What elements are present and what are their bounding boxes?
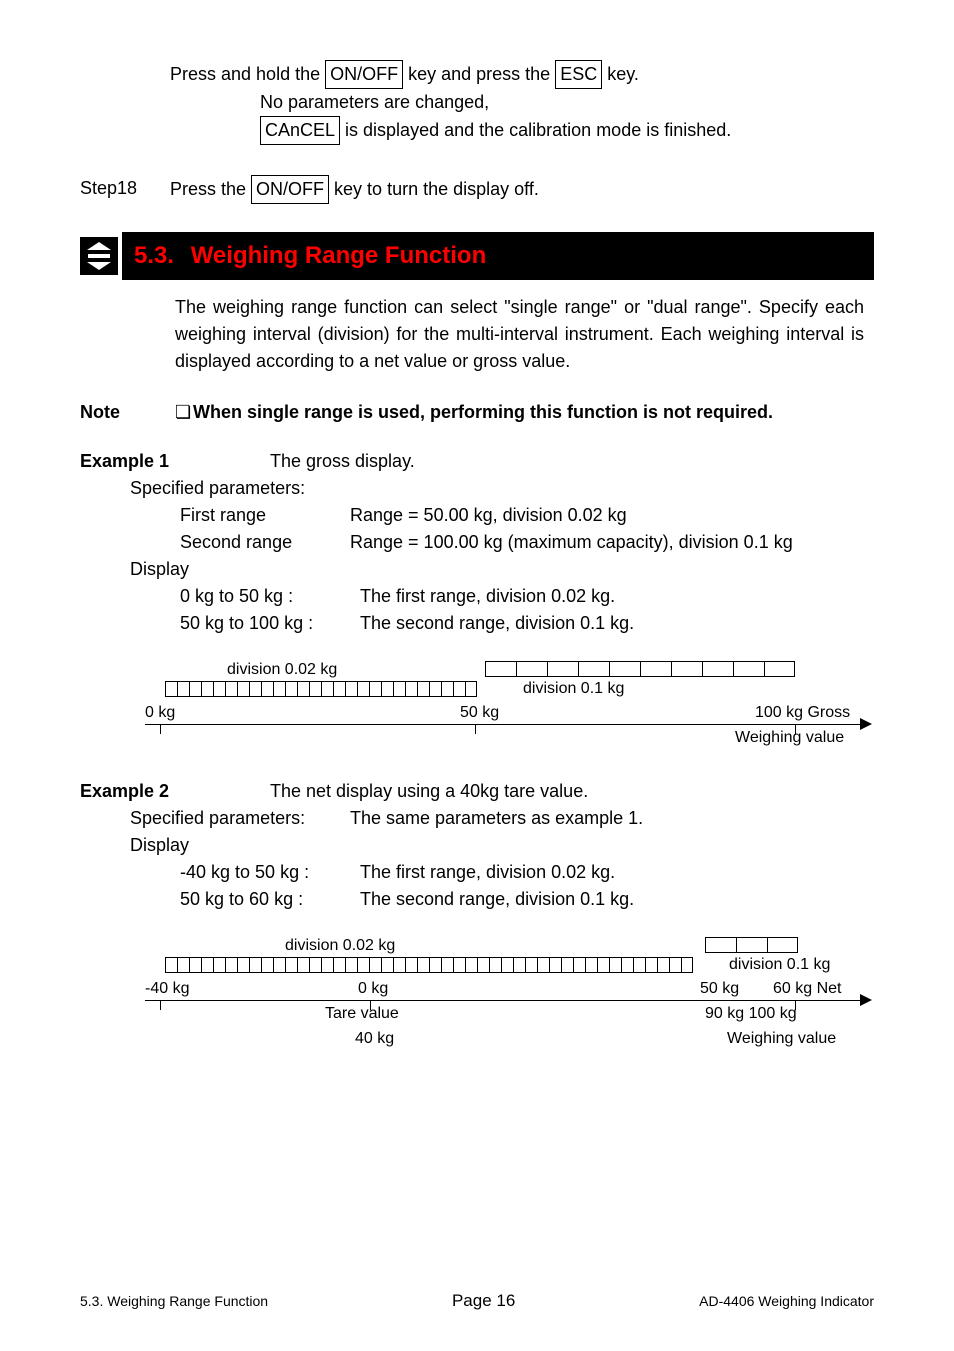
example1-display: Display (130, 556, 874, 583)
example1-label: Example 1 (80, 448, 270, 475)
footer-left: 5.3. Weighing Range Function (80, 1293, 268, 1309)
example2-display: Display (130, 832, 874, 859)
example1-second-k: Second range (180, 529, 350, 556)
d2-coarse-ticks (705, 937, 798, 953)
example1-first-v: Range = 50.00 kg, division 0.02 kg (350, 502, 627, 529)
arrow-icon (860, 718, 874, 730)
section-num: 5.3. (134, 242, 174, 269)
example1-first-k: First range (180, 502, 350, 529)
intro-line1-mid: key and press the (403, 64, 555, 84)
d1-fine-ticks (165, 681, 477, 697)
example2-d2-v: The second range, division 0.1 kg. (360, 886, 634, 913)
step18-label: Step18 (80, 175, 170, 204)
d2-div1-label: division 0.02 kg (285, 934, 395, 958)
example1-spec: Specified parameters: (130, 475, 874, 502)
example1-second-v: Range = 100.00 kg (maximum capacity), di… (350, 529, 793, 556)
d2-xn40: -40 kg (145, 977, 189, 1001)
example2-desc: The net display using a 40kg tare value. (270, 778, 588, 805)
d1-coarse-ticks (485, 661, 795, 677)
intro-line2: No parameters are changed, (260, 89, 874, 116)
key-esc: ESC (555, 60, 602, 89)
d1-weighing: Weighing value (735, 726, 844, 750)
example2-d2-k: 50 kg to 60 kg : (180, 886, 360, 913)
example1-desc: The gross display. (270, 448, 415, 475)
d1-div2-label: division 0.1 kg (523, 677, 624, 701)
example2-spec: Specified parameters: (130, 805, 350, 832)
d1-div1-label: division 0.02 kg (227, 658, 337, 682)
note-label: Note (80, 399, 175, 426)
intro-line1-pre: Press and hold the (170, 64, 325, 84)
section-icon (80, 237, 118, 275)
example1-d2-k: 50 kg to 100 kg : (180, 610, 360, 637)
example2-spec-v: The same parameters as example 1. (350, 805, 643, 832)
footer-right: AD-4406 Weighing Indicator (699, 1293, 874, 1309)
intro-line1-post: key. (602, 64, 639, 84)
step18-post: key to turn the display off. (329, 179, 539, 199)
example1-d1-k: 0 kg to 50 kg : (180, 583, 360, 610)
step18-key: ON/OFF (251, 175, 329, 204)
example1-d2-v: The second range, division 0.1 kg. (360, 610, 634, 637)
d1-x0: 0 kg (145, 701, 175, 725)
d2-div2-label: division 0.1 kg (729, 953, 830, 977)
d2-x0: 0 kg (358, 977, 388, 1001)
example2-d1-k: -40 kg to 50 kg : (180, 859, 360, 886)
example2-label: Example 2 (80, 778, 270, 805)
d2-w90: 90 kg 100 kg (705, 1002, 797, 1026)
d1-x100: 100 kg Gross (755, 701, 850, 725)
note-text: When single range is used, performing th… (193, 399, 773, 426)
arrow-icon (860, 994, 874, 1006)
step18-pre: Press the (170, 179, 251, 199)
note-bullet: ❏ (175, 399, 193, 426)
section-title: Weighing Range Function (191, 242, 487, 269)
key-cancel: CAnCEL (260, 116, 340, 145)
d2-fine-ticks (165, 957, 693, 973)
section-header: 5.3. Weighing Range Function (122, 232, 874, 280)
d1-x50: 50 kg (460, 701, 499, 725)
diagram2: division 0.02 kg division 0.1 kg -40 kg … (145, 937, 865, 1047)
d2-weighing: Weighing value (727, 1027, 836, 1051)
d2-tare: Tare value (325, 1002, 399, 1026)
diagram1: division 0.02 kg division 0.1 kg 0 kg 50… (145, 661, 865, 756)
d2-tare-val: 40 kg (355, 1027, 394, 1051)
section-body: The weighing range function can select "… (175, 294, 864, 375)
example2-d1-v: The first range, division 0.02 kg. (360, 859, 615, 886)
key-onoff: ON/OFF (325, 60, 403, 89)
example1-d1-v: The first range, division 0.02 kg. (360, 583, 615, 610)
footer-center: Page 16 (452, 1291, 515, 1311)
d2-x60: 60 kg Net (773, 977, 841, 1001)
intro-line3-post: is displayed and the calibration mode is… (340, 120, 731, 140)
d2-x50: 50 kg (700, 977, 739, 1001)
